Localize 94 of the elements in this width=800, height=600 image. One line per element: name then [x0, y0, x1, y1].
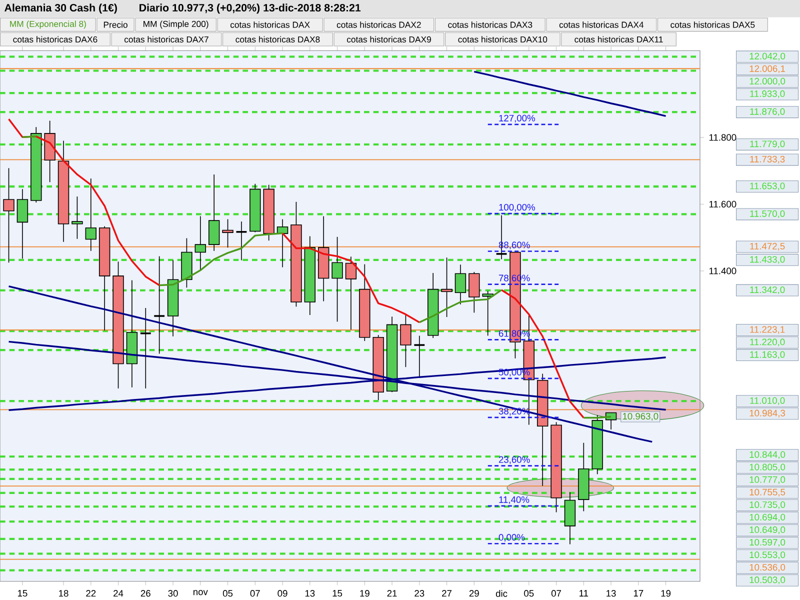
x-tick-label: 17 — [634, 590, 644, 596]
annotation: 23,60% — [498, 456, 530, 464]
ref-line-label: 11.876,0 — [750, 108, 785, 116]
x-tick-label: 24 — [114, 590, 124, 597]
ref-line-label: 10.984,3 — [750, 410, 786, 418]
ref-line-label: 10.777,0 — [750, 476, 786, 484]
annotation: 127,00% — [499, 114, 535, 123]
candlestick — [85, 178, 96, 252]
x-tick-label: 15 — [18, 590, 28, 597]
text: MM (Exponencial 8) — [10, 20, 86, 29]
text: cotas historicas DAX8 — [236, 36, 320, 43]
text: cotas historicas DAX5 — [670, 21, 755, 28]
text: cotas historicas DAX4 — [559, 21, 644, 28]
ref-line-label: 11.933,0 — [750, 90, 785, 98]
y-tick-label: 11.400 — [709, 268, 736, 274]
x-tick-label: dic — [496, 590, 508, 597]
ref-line-label: 11.433,0 — [750, 256, 785, 264]
candlestick — [468, 272, 480, 314]
ref-line-label: 11.010,0 — [750, 397, 785, 405]
ref-line-label: 11.733,3 — [750, 156, 785, 164]
x-tick-label: 22 — [86, 590, 96, 597]
text: MM (Simple 200) — [144, 20, 208, 29]
ref-line-label: 10.735,0 — [750, 501, 786, 510]
ref-line-label: 10.805,0 — [750, 464, 786, 472]
ref-line-label: 10.553,0 — [750, 551, 786, 560]
ref-line-label: 12.006,1 — [750, 65, 785, 74]
text: cotas historicas DAX2 — [336, 21, 421, 28]
candlestick — [3, 168, 14, 263]
ref-line-label: 11.472,5 — [750, 242, 785, 251]
candlestick — [153, 256, 166, 354]
ref-line-label: 10.503,0 — [750, 576, 786, 584]
x-tick-label: 29 — [469, 590, 479, 597]
text: cotas historicas DAX11 — [574, 36, 663, 43]
candlestick — [222, 218, 234, 248]
x-tick-label: nov — [193, 590, 208, 596]
candlestick — [454, 264, 466, 305]
candlestick — [441, 257, 452, 318]
candlestick — [72, 196, 83, 240]
x-tick-label: 05 — [524, 590, 534, 597]
x-tick-label: 23 — [414, 590, 424, 597]
x-tick-label: 09 — [278, 590, 288, 597]
ref-line-label: 10.649,0 — [750, 526, 786, 534]
x-tick-label: 07 — [551, 590, 562, 597]
text: cotas historicas DAX — [230, 21, 310, 28]
text: Precio — [104, 21, 128, 28]
ref-line-label: 10.755,5 — [750, 488, 786, 497]
candlestick — [482, 290, 494, 336]
x-tick-label: 19 — [661, 590, 671, 597]
x-tick-label: 30 — [168, 590, 178, 597]
x-tick-label: 11 — [580, 590, 588, 596]
candlestick — [400, 314, 412, 368]
x-tick-label: 27 — [442, 590, 452, 597]
text: cotas historicas DAX10 — [458, 36, 548, 43]
x-tick-label: 05 — [222, 590, 233, 597]
ref-line-label: 10.597,0 — [750, 538, 786, 547]
ref-line-label: 11.653,0 — [750, 182, 785, 190]
text: cotas historicas DAX3 — [448, 21, 532, 28]
x-tick-label: 18 — [59, 590, 68, 597]
candlestick — [413, 335, 426, 378]
candlestick — [235, 221, 248, 261]
text: cotas historicas DAX7 — [124, 36, 208, 43]
candlestick — [16, 188, 28, 259]
annotation: 0,00% — [498, 534, 525, 542]
annotation: 100,00% — [499, 204, 535, 212]
candlestick — [345, 256, 357, 330]
ref-line-label: 11.342,0 — [750, 286, 785, 294]
text: cotas historicas DAX9 — [346, 36, 431, 43]
candlestick — [140, 308, 152, 389]
x-tick-label: 19 — [360, 590, 370, 597]
y-tick-label: 11.600 — [709, 200, 736, 208]
x-tick-label: 26 — [140, 590, 150, 597]
x-tick-label: 21 — [387, 590, 397, 597]
chart-subtitle: Diario 10.977,3 (+0,20%) 13-dic-2018 8:28:21 — [140, 4, 361, 14]
ref-line-label: 10.536,0 — [750, 564, 786, 572]
ref-line-label: 11.779,0 — [750, 140, 785, 148]
x-tick-label: 15 — [332, 590, 342, 597]
x-tick-label: 13 — [305, 590, 315, 597]
ref-line-label: 10.694,0 — [750, 514, 786, 522]
ref-line-label: 12.042,0 — [750, 52, 786, 61]
chart-title: Alemania 30 Cash (1€) — [4, 4, 117, 14]
text: cotas historicas DAX6 — [13, 36, 98, 43]
ref-line-label: 11.223,1 — [750, 326, 785, 334]
ref-line-label: 11.570,0 — [750, 210, 785, 218]
ref-line-label: 10.844,0 — [750, 451, 786, 459]
y-tick-label: 11.800 — [709, 134, 736, 141]
ref-line-label: 11.220,0 — [750, 338, 785, 346]
ref-line-label: 12.000,0 — [750, 78, 786, 86]
candlestick — [332, 236, 343, 322]
candlestick — [194, 216, 206, 271]
x-tick-label: 07 — [250, 590, 260, 597]
ref-line-label: 11.163,0 — [750, 351, 785, 359]
data-label: 10.963,0 — [622, 412, 658, 421]
annotation: 11,40% — [499, 496, 530, 504]
x-tick-label: 13 — [606, 590, 616, 597]
